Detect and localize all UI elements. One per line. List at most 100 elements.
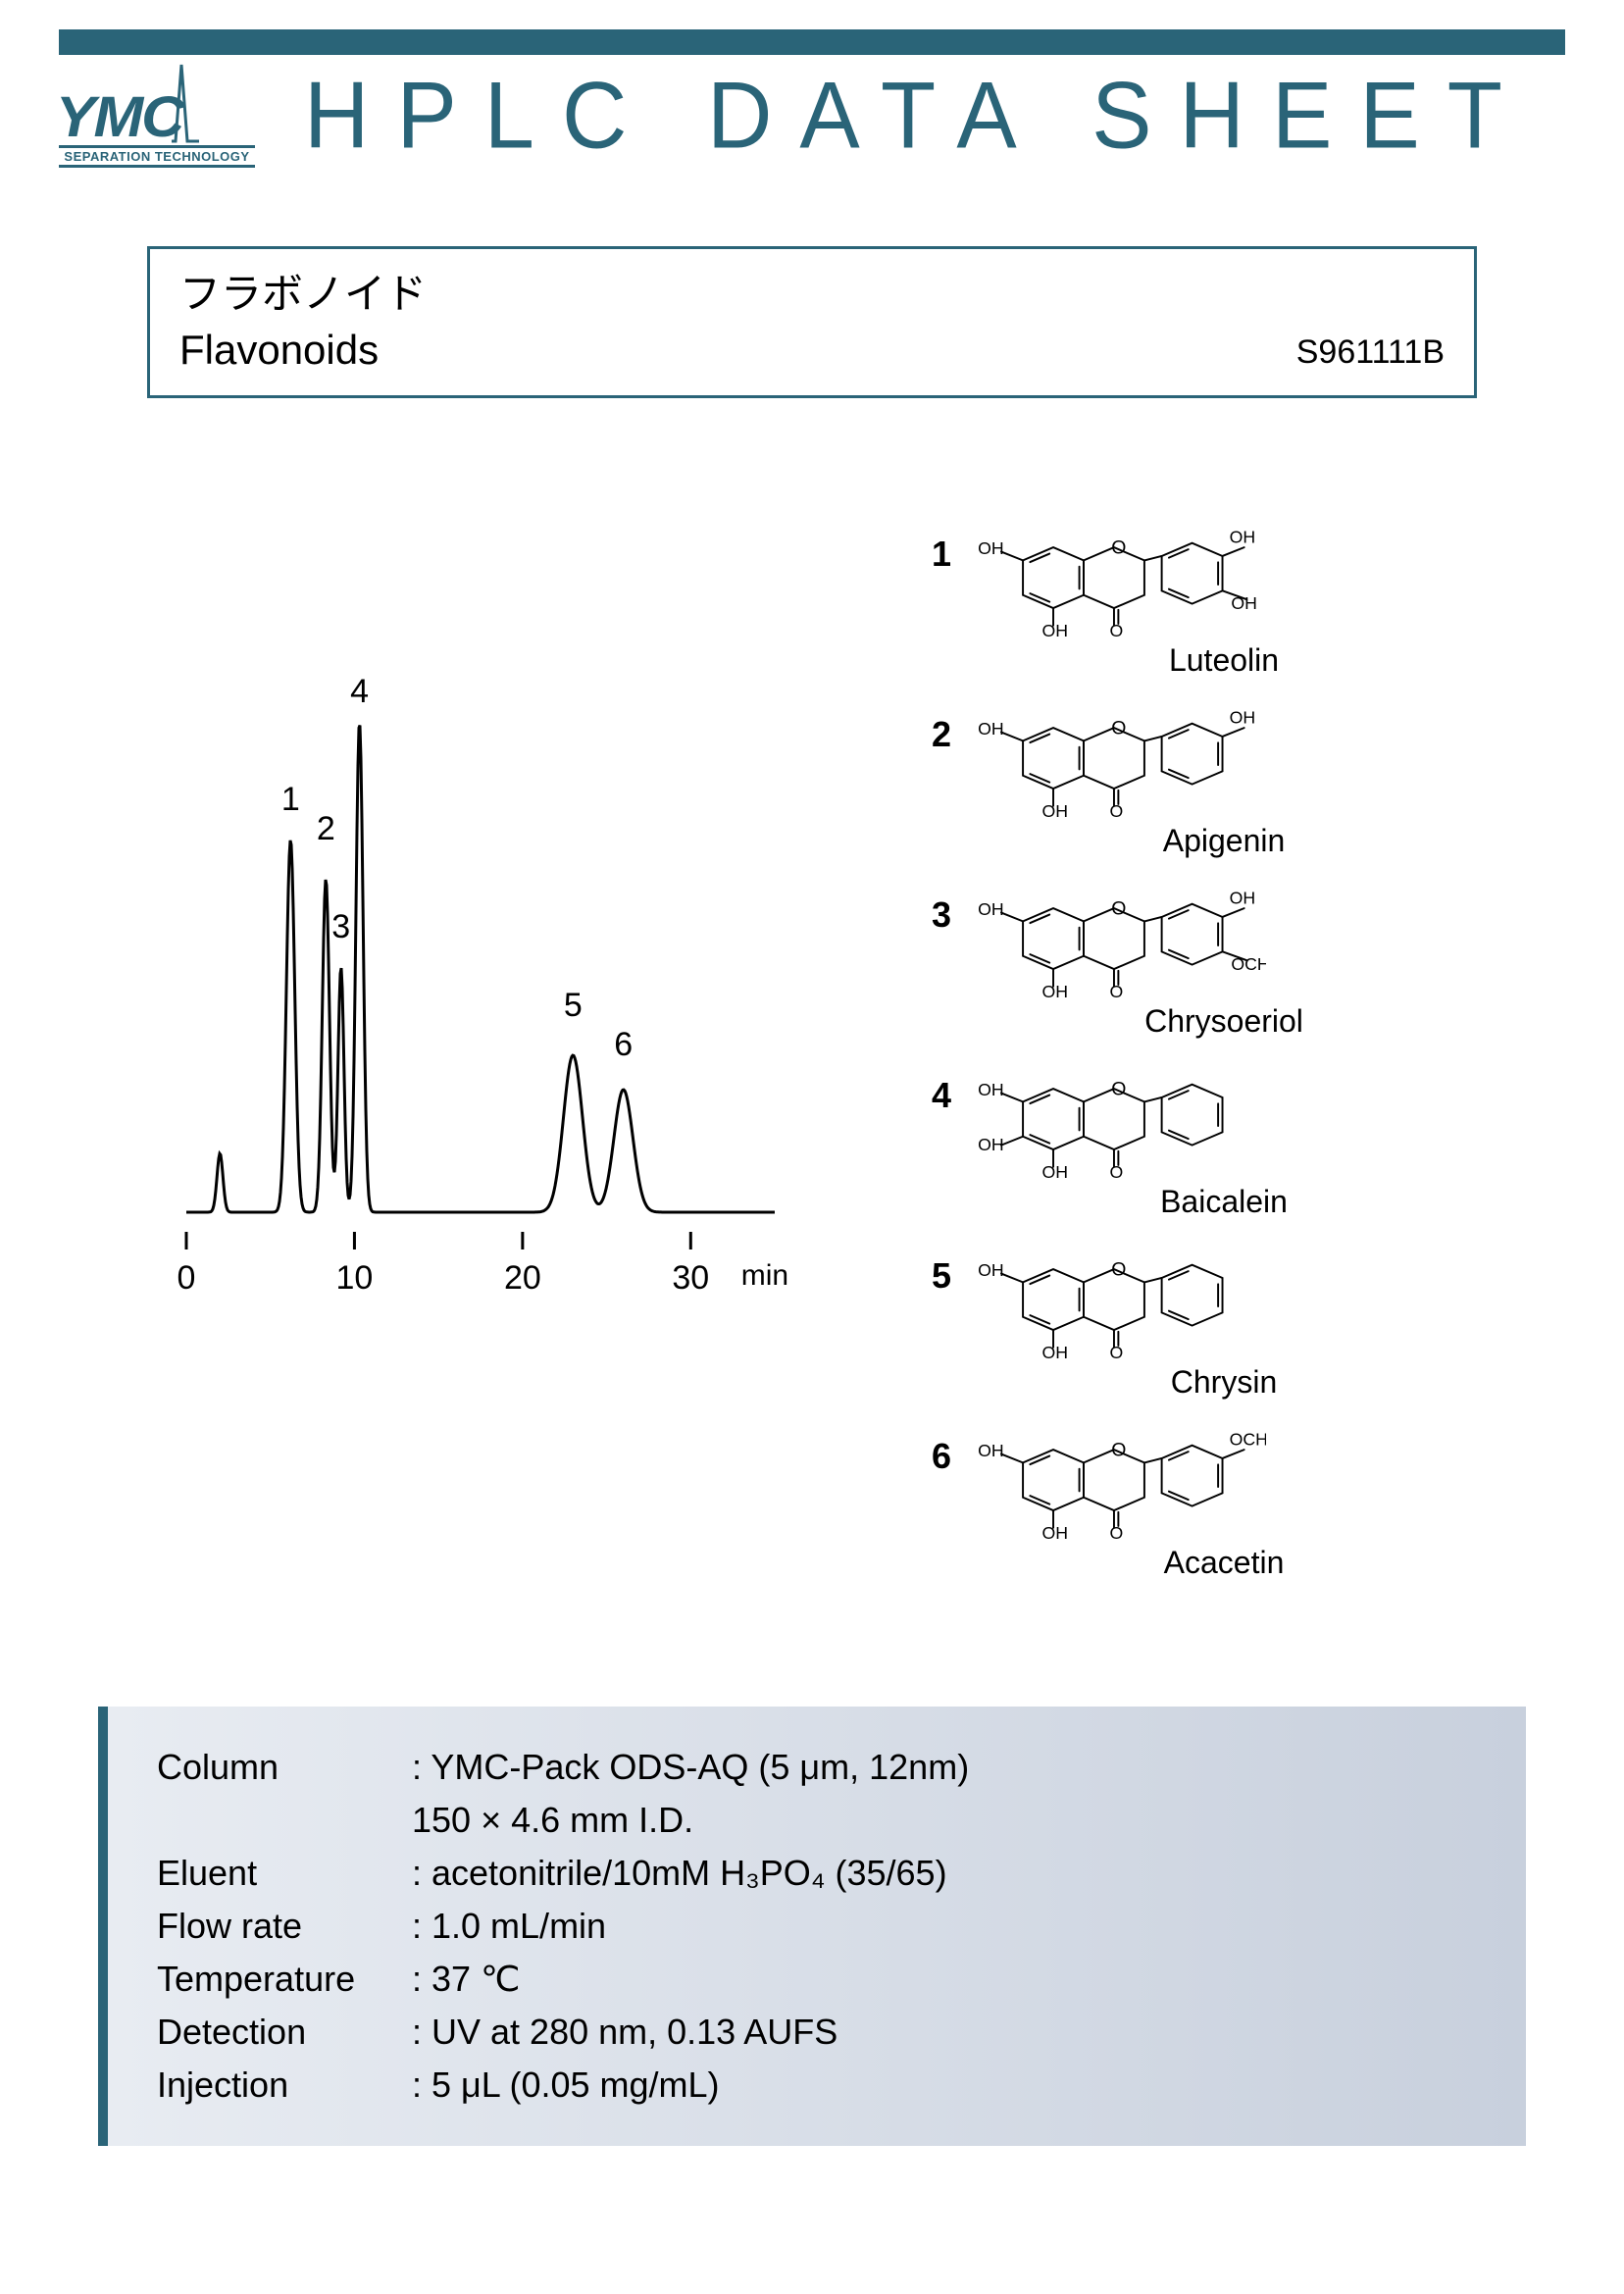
- compound-number: 2: [932, 706, 971, 755]
- compound-name: Chrysin: [971, 1364, 1477, 1401]
- param-row: Temperature: 37 ℃: [157, 1953, 1477, 2006]
- svg-text:4: 4: [350, 673, 369, 710]
- svg-text:OH: OH: [978, 720, 1004, 739]
- structure-icon: OOOHOHOH: [971, 706, 1266, 819]
- compound-name: Acacetin: [971, 1545, 1477, 1581]
- svg-text:OH: OH: [978, 1135, 1004, 1154]
- svg-text:30: 30: [672, 1259, 709, 1297]
- svg-text:O: O: [1110, 802, 1124, 820]
- compounds-column: 1 O O OH OH OH OH Luteolin2 O O OH OH OH Apigenin3 O O O…: [892, 526, 1477, 1608]
- svg-text:2: 2: [317, 810, 335, 847]
- structure-icon: OOOHOHOHOH: [971, 526, 1266, 638]
- logo-text: YMC: [56, 92, 182, 143]
- compound-item: 2OOOHOHOHApigenin: [932, 706, 1477, 859]
- svg-text:3: 3: [331, 908, 350, 945]
- compound-number: 1: [932, 526, 971, 575]
- param-row: Eluent: acetonitrile/10mM H₃PO₄ (35/65): [157, 1847, 1477, 1900]
- svg-text:OH: OH: [1042, 802, 1069, 820]
- svg-text:1: 1: [281, 781, 300, 818]
- param-row: Detection: UV at 280 nm, 0.13 AUFS: [157, 2006, 1477, 2059]
- compound-item: 5OOOHOHChrysin: [932, 1248, 1477, 1401]
- compound-body: OOOHOHOHOHLuteolin: [971, 526, 1477, 679]
- compound-body: OOOHOHOHOCH3Chrysoeriol: [971, 887, 1477, 1040]
- compound-body: OOOHOHOCH3Acacetin: [971, 1428, 1477, 1581]
- title-en: Flavonoids: [179, 323, 427, 379]
- svg-text:6: 6: [614, 1026, 633, 1063]
- param-value: : 5 μL (0.05 mg/mL): [412, 2059, 1477, 2112]
- svg-text:O: O: [1110, 622, 1124, 639]
- compound-name: Apigenin: [971, 823, 1477, 859]
- param-row: 150 × 4.6 mm I.D.: [157, 1794, 1477, 1847]
- svg-text:10: 10: [336, 1259, 374, 1297]
- param-value: 150 × 4.6 mm I.D.: [412, 1794, 1477, 1847]
- svg-text:min: min: [741, 1259, 788, 1292]
- compound-name: Baicalein: [971, 1184, 1477, 1220]
- param-value: : acetonitrile/10mM H₃PO₄ (35/65): [412, 1847, 1477, 1900]
- param-label: Injection: [157, 2059, 412, 2112]
- compound-item: 4OOOHOHOHBaicalein: [932, 1067, 1477, 1220]
- compound-number: 6: [932, 1428, 971, 1477]
- title-code: S961111B: [1296, 333, 1445, 378]
- compound-name: Chrysoeriol: [971, 1003, 1477, 1040]
- param-label: Detection: [157, 2006, 412, 2059]
- svg-text:20: 20: [504, 1259, 541, 1297]
- param-row: Column: YMC-Pack ODS-AQ (5 μm, 12nm): [157, 1741, 1477, 1794]
- svg-text:OH: OH: [1042, 622, 1069, 639]
- parameters-box: Column: YMC-Pack ODS-AQ (5 μm, 12nm) 150…: [98, 1707, 1526, 2146]
- header: YMC SEPARATION TECHNOLOGY HPLC DATA SHEE…: [0, 55, 1624, 168]
- title-box: フラボノイド Flavonoids S961111B: [147, 246, 1477, 398]
- svg-text:5: 5: [564, 987, 583, 1024]
- svg-text:OH: OH: [978, 1261, 1004, 1281]
- svg-text:O: O: [1110, 983, 1124, 1000]
- page-title: HPLC DATA SHEET: [304, 62, 1530, 170]
- logo-block: YMC SEPARATION TECHNOLOGY: [59, 65, 284, 168]
- title-jp: フラボノイド: [179, 267, 427, 323]
- param-label: Temperature: [157, 1953, 412, 2006]
- chromatogram: 0102030min123456: [147, 663, 814, 1330]
- compound-body: OOOHOHOHBaicalein: [971, 1067, 1477, 1220]
- svg-text:OH: OH: [978, 1442, 1004, 1461]
- content-area: 0102030min123456 1OOOHOHOHOHLuteolin2OOO…: [147, 526, 1477, 1608]
- svg-text:OCH3: OCH3: [1230, 1430, 1266, 1450]
- svg-text:OH: OH: [978, 1081, 1004, 1100]
- compound-name: Luteolin: [971, 642, 1477, 679]
- title-box-names: フラボノイド Flavonoids: [179, 267, 427, 378]
- svg-text:OH: OH: [1042, 983, 1069, 1000]
- logo-peak-icon: [172, 65, 191, 143]
- param-label: Column: [157, 1741, 412, 1794]
- svg-text:O: O: [1110, 1344, 1124, 1361]
- svg-text:OH: OH: [1230, 708, 1256, 728]
- param-row: Injection: 5 μL (0.05 mg/mL): [157, 2059, 1477, 2112]
- svg-text:O: O: [1110, 1163, 1124, 1181]
- svg-text:OH: OH: [1230, 889, 1256, 908]
- compound-number: 3: [932, 887, 971, 936]
- structure-icon: OOOHOHOCH3: [971, 1428, 1266, 1541]
- svg-text:0: 0: [178, 1259, 196, 1297]
- svg-text:OH: OH: [1042, 1163, 1069, 1181]
- compound-item: 3OOOHOHOHOCH3Chrysoeriol: [932, 887, 1477, 1040]
- structure-icon: OOOHOHOH: [971, 1067, 1266, 1180]
- chromatogram-column: 0102030min123456: [147, 526, 834, 1608]
- param-label: Flow rate: [157, 1900, 412, 1953]
- param-value: : 1.0 mL/min: [412, 1900, 1477, 1953]
- compound-item: 6OOOHOHOCH3Acacetin: [932, 1428, 1477, 1581]
- param-value: : UV at 280 nm, 0.13 AUFS: [412, 2006, 1477, 2059]
- compound-item: 1OOOHOHOHOHLuteolin: [932, 526, 1477, 679]
- structure-icon: OOOHOH: [971, 1248, 1266, 1360]
- compound-number: 5: [932, 1248, 971, 1297]
- param-label: Eluent: [157, 1847, 412, 1900]
- param-row: Flow rate: 1.0 mL/min: [157, 1900, 1477, 1953]
- svg-text:O: O: [1110, 1524, 1124, 1542]
- param-value: : 37 ℃: [412, 1953, 1477, 2006]
- svg-text:OH: OH: [1042, 1344, 1069, 1361]
- structure-icon: OOOHOHOHOCH3: [971, 887, 1266, 999]
- svg-text:OH: OH: [978, 539, 1004, 559]
- param-value: : YMC-Pack ODS-AQ (5 μm, 12nm): [412, 1741, 1477, 1794]
- param-label: [157, 1794, 412, 1847]
- top-accent-bar: [59, 29, 1565, 55]
- compound-number: 4: [932, 1067, 971, 1116]
- compound-body: OOOHOHOHApigenin: [971, 706, 1477, 859]
- compound-body: OOOHOHChrysin: [971, 1248, 1477, 1401]
- svg-text:OH: OH: [1230, 528, 1256, 547]
- svg-text:OH: OH: [978, 900, 1004, 920]
